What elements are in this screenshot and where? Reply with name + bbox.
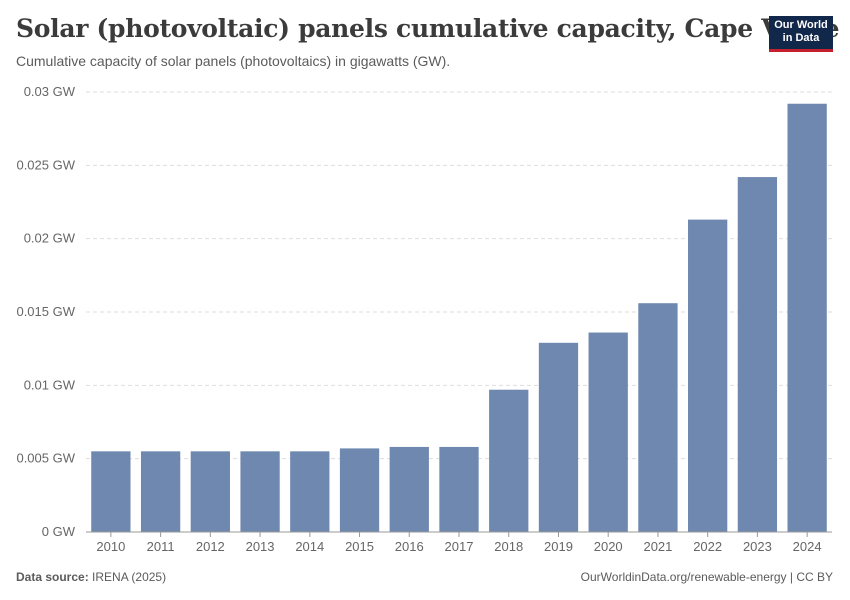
bar-2023[interactable] (737, 177, 778, 533)
bar-2024[interactable] (787, 103, 827, 532)
data-source-value[interactable]: IRENA (2025) (92, 570, 167, 584)
bar-2019[interactable] (538, 342, 579, 532)
data-source-label: Data source: (16, 570, 89, 584)
logo-line-2: in Data (782, 32, 820, 44)
bar-2021[interactable] (638, 303, 678, 532)
x-tick-label: 2013 (246, 539, 275, 554)
x-tick-label: 2015 (345, 539, 374, 554)
bar-2018[interactable] (489, 389, 529, 532)
y-tick-label: 0.02 GW (24, 231, 76, 246)
x-tick-label: 2018 (494, 539, 523, 554)
y-tick-label: 0.01 GW (24, 377, 76, 392)
footer-link[interactable]: OurWorldinData.org/renewable-energy | CC… (580, 570, 833, 584)
bar-2010[interactable] (91, 451, 131, 532)
chart-title: Solar (photovoltaic) panels cumulative c… (16, 14, 840, 43)
x-tick-label: 2014 (295, 539, 324, 554)
axes: 0 GW 0.005 GW 0.01 GW 0.015 GW 0.02 GW 0.025 … (16, 84, 832, 554)
y-tick-label: 0.03 GW (24, 84, 76, 99)
y-tick-label: 0 GW (42, 524, 76, 539)
x-tick-label: 2010 (96, 539, 125, 554)
x-tick-label: 2012 (196, 539, 225, 554)
x-tick-label: 2022 (693, 539, 722, 554)
owid-logo[interactable]: Our World in Data (769, 16, 833, 52)
bar-2014[interactable] (290, 451, 330, 532)
x-tick-label: 2024 (793, 539, 822, 554)
y-tick-label: 0.025 GW (16, 157, 75, 172)
y-tick-label: 0.005 GW (16, 451, 75, 466)
data-source: Data source: IRENA (2025) (16, 570, 166, 584)
x-tick-label: 2011 (147, 539, 175, 554)
x-tick-label: 2019 (544, 539, 573, 554)
chart-subtitle: Cumulative capacity of solar panels (pho… (16, 53, 451, 69)
logo-line-1: Our World (774, 19, 828, 31)
bar-2011[interactable] (140, 451, 181, 532)
x-tick-label: 2016 (395, 539, 424, 554)
y-tick-label: 0.015 GW (16, 304, 75, 319)
x-tick-label: 2017 (445, 539, 474, 554)
bar-2015[interactable] (339, 448, 380, 532)
bar-2020[interactable] (588, 332, 628, 532)
bar-2017[interactable] (439, 446, 479, 532)
bar-2016[interactable] (389, 446, 429, 532)
x-tick-label: 2020 (594, 539, 623, 554)
x-tick-label: 2021 (643, 539, 672, 554)
bar-2022[interactable] (688, 219, 728, 532)
x-tick-label: 2023 (743, 539, 772, 554)
bar-2012[interactable] (190, 451, 230, 532)
bars (91, 103, 827, 533)
bar-2013[interactable] (240, 451, 280, 532)
